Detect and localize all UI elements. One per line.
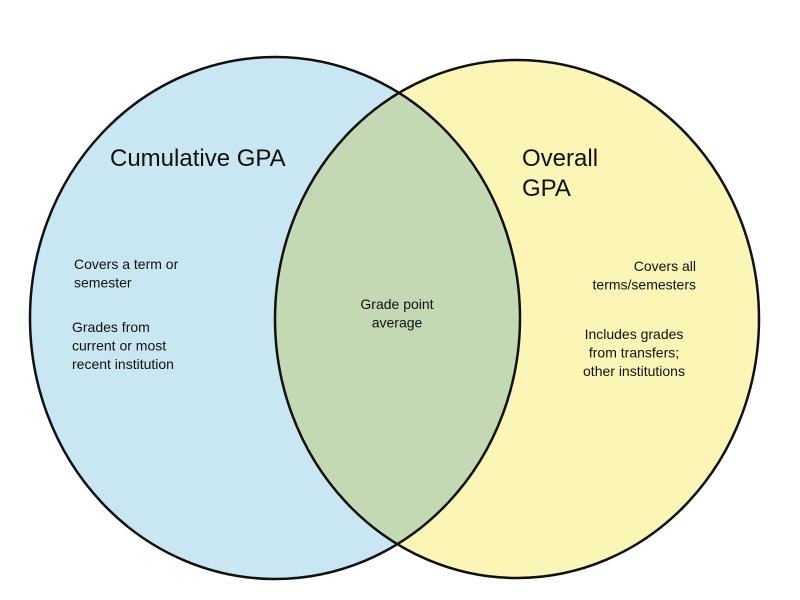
item-text: Includes grades <box>585 326 684 342</box>
item-text: terms/semesters <box>593 277 696 293</box>
item-text: recent institution <box>72 356 174 372</box>
section-title: Cumulative GPA <box>110 145 286 172</box>
section-title: Overall <box>522 145 598 172</box>
item-text: Grade point <box>360 296 433 312</box>
overlap <box>275 60 520 578</box>
right-outline <box>273 58 761 580</box>
item-text: average <box>372 315 423 331</box>
item-text: Covers all <box>634 258 696 274</box>
item-text: semester <box>74 275 132 291</box>
item-text: Covers a term or <box>74 256 179 272</box>
item-text: Grades from <box>72 319 150 335</box>
left-outline <box>28 55 522 581</box>
item-text: other institutions <box>583 363 685 379</box>
section-title: GPA <box>522 175 571 202</box>
item-text: current or most <box>72 338 166 354</box>
item-text: from transfers; <box>589 345 679 361</box>
labels: Cumulative GPA Covers a term or semester Gr… <box>72 145 696 379</box>
